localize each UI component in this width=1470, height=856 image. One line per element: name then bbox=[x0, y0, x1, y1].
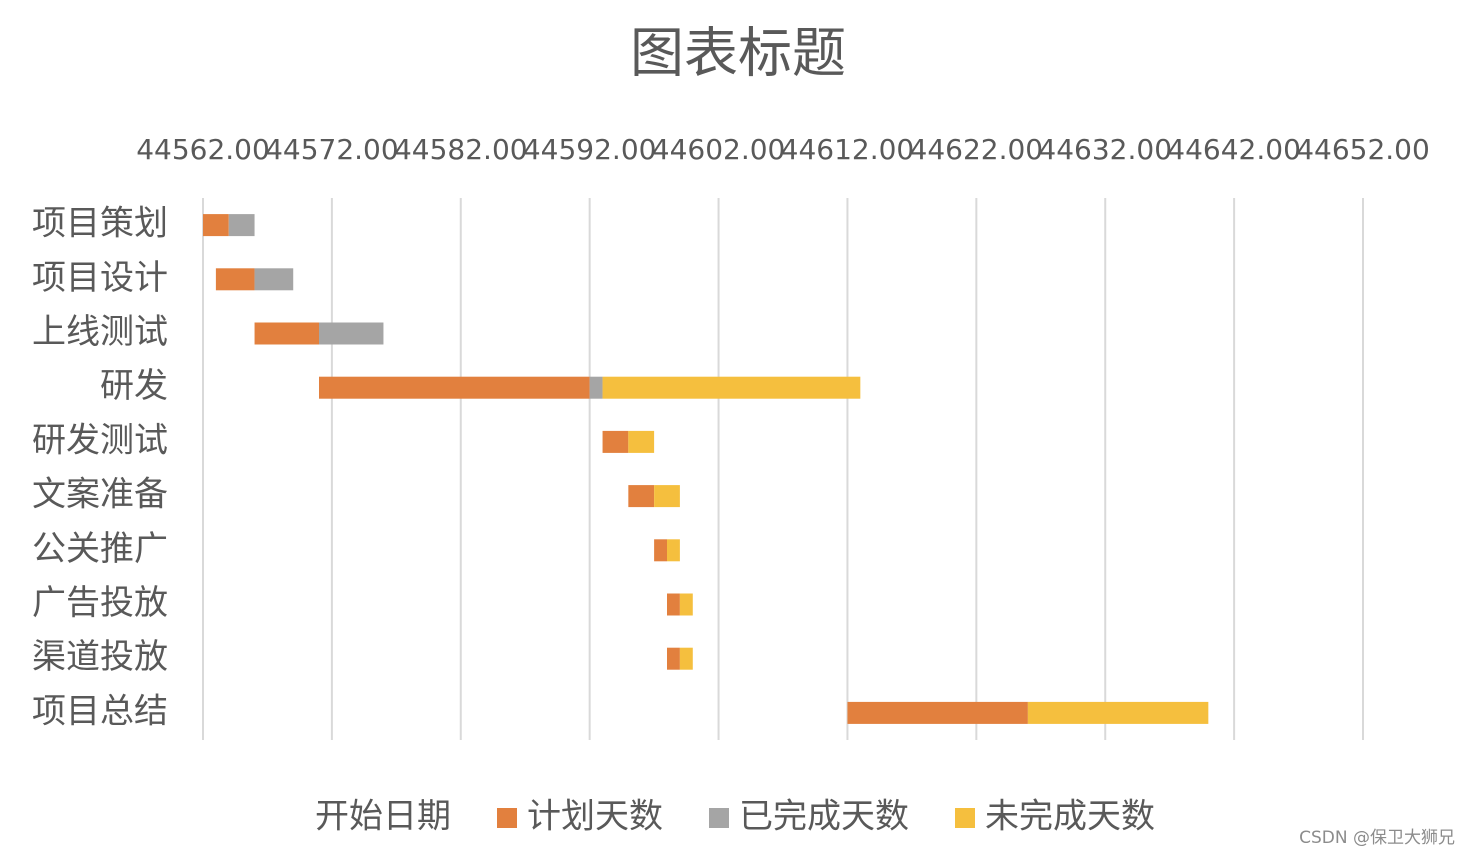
watermark: CSDN @保卫大狮兄 bbox=[1299, 828, 1455, 848]
bar-segment bbox=[203, 539, 654, 561]
bar-segment bbox=[203, 214, 229, 237]
bar-segment bbox=[203, 594, 667, 616]
x-tick-label: 44592.00 bbox=[523, 133, 657, 166]
bar-segment bbox=[679, 593, 693, 616]
bar-segment bbox=[847, 701, 1028, 724]
bar-segment bbox=[654, 539, 667, 562]
x-tick-label: 44602.00 bbox=[652, 133, 786, 166]
bar-segment bbox=[628, 485, 655, 508]
bar-segment bbox=[228, 214, 255, 237]
bar-segment bbox=[319, 322, 384, 345]
x-tick-label: 44652.00 bbox=[1296, 133, 1430, 166]
legend-swatch bbox=[955, 808, 975, 828]
legend-label: 计划天数 bbox=[527, 797, 663, 837]
bar-segment bbox=[667, 539, 680, 562]
bar-segment bbox=[203, 268, 216, 290]
legend-label: 已完成天数 bbox=[739, 797, 909, 837]
legend-label: 开始日期 bbox=[315, 797, 451, 837]
bar-segment bbox=[203, 485, 628, 507]
bar-segment bbox=[203, 377, 319, 399]
y-tick-label: 公关推广 bbox=[32, 529, 168, 569]
y-tick-label: 项目设计 bbox=[32, 258, 168, 298]
legend-swatch bbox=[709, 808, 729, 828]
x-tick-label: 44612.00 bbox=[781, 133, 915, 166]
bar-segment bbox=[215, 268, 255, 291]
chart-title: 图表标题 bbox=[630, 22, 846, 85]
y-tick-label: 项目总结 bbox=[32, 691, 168, 731]
bar-segment bbox=[667, 647, 680, 670]
y-tick-label: 广告投放 bbox=[32, 583, 168, 623]
bar-segment bbox=[628, 430, 655, 453]
bar-segment bbox=[254, 322, 319, 345]
x-tick-label: 44632.00 bbox=[1038, 133, 1172, 166]
bar-segment bbox=[203, 702, 847, 724]
x-tick-label: 44582.00 bbox=[394, 133, 528, 166]
y-tick-label: 项目策划 bbox=[32, 204, 168, 244]
x-tick-label: 44622.00 bbox=[910, 133, 1044, 166]
bar-segment bbox=[254, 268, 294, 291]
bar-segment bbox=[203, 648, 667, 670]
y-tick-label: 渠道投放 bbox=[32, 637, 168, 677]
bar-segment bbox=[667, 593, 680, 616]
bar-segment bbox=[602, 430, 629, 453]
bar-segment bbox=[203, 323, 255, 345]
legend-label: 未完成天数 bbox=[985, 797, 1155, 837]
x-tick-label: 44562.00 bbox=[136, 133, 270, 166]
bar-segment bbox=[589, 376, 603, 399]
bar-segment bbox=[602, 376, 861, 399]
y-tick-label: 上线测试 bbox=[32, 312, 168, 352]
legend-swatch bbox=[497, 808, 517, 828]
x-tick-label: 44642.00 bbox=[1167, 133, 1301, 166]
bar-segment bbox=[203, 431, 603, 453]
x-tick-label: 44572.00 bbox=[265, 133, 399, 166]
bar-segment bbox=[319, 376, 590, 399]
y-tick-label: 文案准备 bbox=[32, 475, 168, 515]
bar-segment bbox=[679, 647, 693, 670]
y-tick-label: 研发 bbox=[100, 366, 168, 406]
y-tick-label: 研发测试 bbox=[32, 420, 168, 460]
bar-segment bbox=[1027, 701, 1209, 724]
bar-segment bbox=[654, 485, 680, 508]
